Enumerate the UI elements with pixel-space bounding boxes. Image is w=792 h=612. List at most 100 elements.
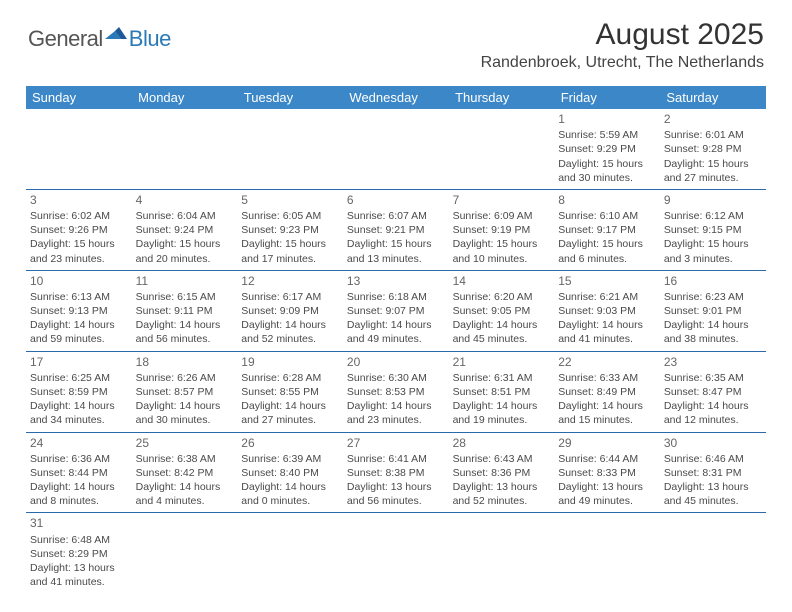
logo: General Blue bbox=[28, 26, 171, 52]
sunrise-line: Sunrise: 6:26 AM bbox=[136, 371, 234, 385]
month-year-title: August 2025 bbox=[481, 18, 764, 52]
sunset-line: Sunset: 9:01 PM bbox=[664, 304, 762, 318]
day-number: 2 bbox=[664, 111, 762, 127]
calendar-cell: 27Sunrise: 6:41 AMSunset: 8:38 PMDayligh… bbox=[343, 432, 449, 513]
sunset-line: Sunset: 8:49 PM bbox=[558, 385, 656, 399]
daylight-line: Daylight: 14 hours and 38 minutes. bbox=[664, 318, 762, 346]
calendar-cell bbox=[132, 109, 238, 189]
sunset-line: Sunset: 8:31 PM bbox=[664, 466, 762, 480]
calendar-cell: 11Sunrise: 6:15 AMSunset: 9:11 PMDayligh… bbox=[132, 270, 238, 351]
sunset-line: Sunset: 8:55 PM bbox=[241, 385, 339, 399]
day-number: 12 bbox=[241, 273, 339, 289]
calendar-cell: 18Sunrise: 6:26 AMSunset: 8:57 PMDayligh… bbox=[132, 351, 238, 432]
day-number: 4 bbox=[136, 192, 234, 208]
sunset-line: Sunset: 8:51 PM bbox=[453, 385, 551, 399]
sunset-line: Sunset: 8:44 PM bbox=[30, 466, 128, 480]
day-number: 1 bbox=[558, 111, 656, 127]
calendar-cell bbox=[343, 109, 449, 189]
calendar-cell: 20Sunrise: 6:30 AMSunset: 8:53 PMDayligh… bbox=[343, 351, 449, 432]
day-number: 21 bbox=[453, 354, 551, 370]
day-number: 27 bbox=[347, 435, 445, 451]
calendar-cell: 25Sunrise: 6:38 AMSunset: 8:42 PMDayligh… bbox=[132, 432, 238, 513]
calendar-cell: 15Sunrise: 6:21 AMSunset: 9:03 PMDayligh… bbox=[554, 270, 660, 351]
location-subtitle: Randenbroek, Utrecht, The Netherlands bbox=[481, 54, 764, 72]
calendar-cell: 1Sunrise: 5:59 AMSunset: 9:29 PMDaylight… bbox=[554, 109, 660, 189]
daylight-line: Daylight: 13 hours and 52 minutes. bbox=[453, 480, 551, 508]
daylight-line: Daylight: 15 hours and 27 minutes. bbox=[664, 157, 762, 185]
calendar-row: 24Sunrise: 6:36 AMSunset: 8:44 PMDayligh… bbox=[26, 432, 766, 513]
calendar-cell: 3Sunrise: 6:02 AMSunset: 9:26 PMDaylight… bbox=[26, 189, 132, 270]
calendar-row: 1Sunrise: 5:59 AMSunset: 9:29 PMDaylight… bbox=[26, 109, 766, 189]
daylight-line: Daylight: 13 hours and 41 minutes. bbox=[30, 561, 128, 589]
calendar-cell: 24Sunrise: 6:36 AMSunset: 8:44 PMDayligh… bbox=[26, 432, 132, 513]
sunset-line: Sunset: 8:59 PM bbox=[30, 385, 128, 399]
daylight-line: Daylight: 14 hours and 41 minutes. bbox=[558, 318, 656, 346]
day-header: Wednesday bbox=[343, 86, 449, 109]
calendar-cell: 22Sunrise: 6:33 AMSunset: 8:49 PMDayligh… bbox=[554, 351, 660, 432]
day-number: 20 bbox=[347, 354, 445, 370]
sunrise-line: Sunrise: 6:25 AM bbox=[30, 371, 128, 385]
calendar-cell: 19Sunrise: 6:28 AMSunset: 8:55 PMDayligh… bbox=[237, 351, 343, 432]
calendar-cell bbox=[132, 513, 238, 593]
day-number: 9 bbox=[664, 192, 762, 208]
sunset-line: Sunset: 9:15 PM bbox=[664, 223, 762, 237]
day-number: 11 bbox=[136, 273, 234, 289]
calendar-cell: 26Sunrise: 6:39 AMSunset: 8:40 PMDayligh… bbox=[237, 432, 343, 513]
daylight-line: Daylight: 14 hours and 34 minutes. bbox=[30, 399, 128, 427]
calendar-row: 17Sunrise: 6:25 AMSunset: 8:59 PMDayligh… bbox=[26, 351, 766, 432]
sunrise-line: Sunrise: 6:17 AM bbox=[241, 290, 339, 304]
sunset-line: Sunset: 9:21 PM bbox=[347, 223, 445, 237]
day-number: 16 bbox=[664, 273, 762, 289]
sunrise-line: Sunrise: 6:20 AM bbox=[453, 290, 551, 304]
daylight-line: Daylight: 14 hours and 8 minutes. bbox=[30, 480, 128, 508]
sunrise-line: Sunrise: 6:30 AM bbox=[347, 371, 445, 385]
sunrise-line: Sunrise: 6:13 AM bbox=[30, 290, 128, 304]
daylight-line: Daylight: 13 hours and 49 minutes. bbox=[558, 480, 656, 508]
sunrise-line: Sunrise: 6:48 AM bbox=[30, 533, 128, 547]
daylight-line: Daylight: 14 hours and 45 minutes. bbox=[453, 318, 551, 346]
sunrise-line: Sunrise: 6:05 AM bbox=[241, 209, 339, 223]
sunset-line: Sunset: 9:17 PM bbox=[558, 223, 656, 237]
sunrise-line: Sunrise: 6:01 AM bbox=[664, 128, 762, 142]
sunrise-line: Sunrise: 5:59 AM bbox=[558, 128, 656, 142]
daylight-line: Daylight: 14 hours and 59 minutes. bbox=[30, 318, 128, 346]
daylight-line: Daylight: 14 hours and 15 minutes. bbox=[558, 399, 656, 427]
calendar-cell bbox=[237, 513, 343, 593]
calendar-cell: 28Sunrise: 6:43 AMSunset: 8:36 PMDayligh… bbox=[449, 432, 555, 513]
sunrise-line: Sunrise: 6:43 AM bbox=[453, 452, 551, 466]
sunset-line: Sunset: 8:36 PM bbox=[453, 466, 551, 480]
calendar-cell bbox=[554, 513, 660, 593]
sunset-line: Sunset: 9:29 PM bbox=[558, 142, 656, 156]
calendar-cell: 14Sunrise: 6:20 AMSunset: 9:05 PMDayligh… bbox=[449, 270, 555, 351]
daylight-line: Daylight: 15 hours and 30 minutes. bbox=[558, 157, 656, 185]
day-number: 24 bbox=[30, 435, 128, 451]
day-header: Friday bbox=[554, 86, 660, 109]
calendar-cell: 2Sunrise: 6:01 AMSunset: 9:28 PMDaylight… bbox=[660, 109, 766, 189]
sunset-line: Sunset: 9:03 PM bbox=[558, 304, 656, 318]
calendar-row: 31Sunrise: 6:48 AMSunset: 8:29 PMDayligh… bbox=[26, 513, 766, 593]
daylight-line: Daylight: 14 hours and 0 minutes. bbox=[241, 480, 339, 508]
sunrise-line: Sunrise: 6:02 AM bbox=[30, 209, 128, 223]
sunrise-line: Sunrise: 6:12 AM bbox=[664, 209, 762, 223]
sunrise-line: Sunrise: 6:39 AM bbox=[241, 452, 339, 466]
day-number: 17 bbox=[30, 354, 128, 370]
calendar-body: 1Sunrise: 5:59 AMSunset: 9:29 PMDaylight… bbox=[26, 109, 766, 593]
daylight-line: Daylight: 15 hours and 3 minutes. bbox=[664, 237, 762, 265]
flag-icon bbox=[105, 25, 129, 48]
daylight-line: Daylight: 14 hours and 23 minutes. bbox=[347, 399, 445, 427]
sunset-line: Sunset: 9:05 PM bbox=[453, 304, 551, 318]
daylight-line: Daylight: 14 hours and 52 minutes. bbox=[241, 318, 339, 346]
day-number: 18 bbox=[136, 354, 234, 370]
daylight-line: Daylight: 15 hours and 23 minutes. bbox=[30, 237, 128, 265]
day-number: 25 bbox=[136, 435, 234, 451]
day-header: Sunday bbox=[26, 86, 132, 109]
daylight-line: Daylight: 15 hours and 17 minutes. bbox=[241, 237, 339, 265]
sunrise-line: Sunrise: 6:31 AM bbox=[453, 371, 551, 385]
calendar-cell: 31Sunrise: 6:48 AMSunset: 8:29 PMDayligh… bbox=[26, 513, 132, 593]
calendar-cell: 29Sunrise: 6:44 AMSunset: 8:33 PMDayligh… bbox=[554, 432, 660, 513]
sunset-line: Sunset: 8:53 PM bbox=[347, 385, 445, 399]
day-number: 23 bbox=[664, 354, 762, 370]
day-number: 22 bbox=[558, 354, 656, 370]
sunrise-line: Sunrise: 6:33 AM bbox=[558, 371, 656, 385]
calendar-cell: 21Sunrise: 6:31 AMSunset: 8:51 PMDayligh… bbox=[449, 351, 555, 432]
